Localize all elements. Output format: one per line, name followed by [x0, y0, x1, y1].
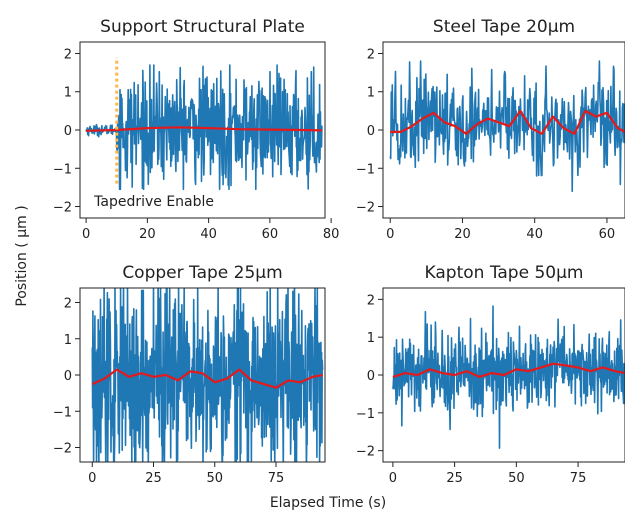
smoothed-signal-line — [392, 362, 625, 378]
y-tick-label: 1 — [367, 86, 375, 101]
y-tick-label: 2 — [64, 47, 72, 62]
x-tick-label: 25 — [145, 471, 162, 486]
panel-copper-tape: Copper Tape 25μm 0 25 50 75 −2 −1 0 1 2 — [53, 263, 326, 486]
smoothed-signal-line — [91, 368, 323, 389]
x-tick-label: 75 — [570, 471, 587, 486]
smoothed-signal-line — [390, 109, 625, 135]
raw-signal-line — [85, 64, 323, 191]
x-tick-label: 80 — [323, 227, 340, 242]
x-tick-label: 20 — [454, 227, 471, 242]
x-tick-label: 25 — [446, 471, 463, 486]
y-tick-label: 0 — [367, 124, 375, 139]
y-tick-label: 0 — [367, 369, 375, 384]
x-tick-label: 60 — [262, 227, 279, 242]
subplot-title: Kapton Tape 50μm — [425, 263, 584, 283]
subplot-title: Copper Tape 25μm — [122, 263, 282, 283]
panel-kapton-tape: Kapton Tape 50μm 0 25 50 75 −2 −1 0 1 2 — [356, 263, 625, 486]
x-tick-label: 40 — [526, 227, 543, 242]
x-tick-label: 0 — [88, 471, 96, 486]
x-tick-label: 50 — [206, 471, 223, 486]
y-tick-label: 0 — [64, 369, 72, 384]
y-tick-label: −1 — [356, 162, 375, 177]
x-tick-label: 75 — [268, 471, 285, 486]
y-tick-label: 2 — [64, 297, 72, 312]
x-tick-label: 50 — [508, 471, 525, 486]
subplot-title: Support Structural Plate — [100, 17, 305, 37]
y-tick-label: 2 — [367, 47, 375, 62]
subplot-title: Steel Tape 20μm — [433, 17, 575, 37]
y-tick-label: −1 — [53, 162, 72, 177]
y-tick-label: 1 — [64, 86, 72, 101]
x-tick-label: 40 — [200, 227, 217, 242]
x-tick-label: 0 — [82, 227, 90, 242]
y-tick-label: 0 — [64, 124, 72, 139]
y-tick-label: 1 — [367, 331, 375, 346]
smoothed-signal-line — [86, 126, 322, 132]
raw-signal-line — [392, 305, 625, 449]
figure-xlabel: Elapsed Time (s) — [270, 495, 386, 511]
y-tick-label: −1 — [53, 405, 72, 420]
annotation-label: Tapedrive Enable — [93, 194, 214, 210]
panel-support-structural-plate: Support Structural Plate Tapedrive Enable… — [53, 17, 340, 242]
x-tick-label: 0 — [386, 227, 394, 242]
x-tick-label: 60 — [599, 227, 616, 242]
figure-ylabel: Position ( μm ) — [14, 205, 30, 306]
panel-steel-tape: Steel Tape 20μm 0 20 40 60 −2 −1 0 1 2 — [356, 17, 625, 242]
y-tick-label: 2 — [367, 293, 375, 308]
raw-signal-line — [91, 288, 324, 462]
y-tick-label: −2 — [356, 201, 375, 216]
y-tick-label: −1 — [356, 407, 375, 422]
y-tick-label: −2 — [53, 201, 72, 216]
y-tick-label: 1 — [64, 333, 72, 348]
x-tick-label: 0 — [389, 471, 397, 486]
y-tick-label: −2 — [356, 445, 375, 460]
y-tick-label: −2 — [53, 442, 72, 457]
x-tick-label: 20 — [139, 227, 156, 242]
raw-signal-line — [389, 60, 625, 192]
